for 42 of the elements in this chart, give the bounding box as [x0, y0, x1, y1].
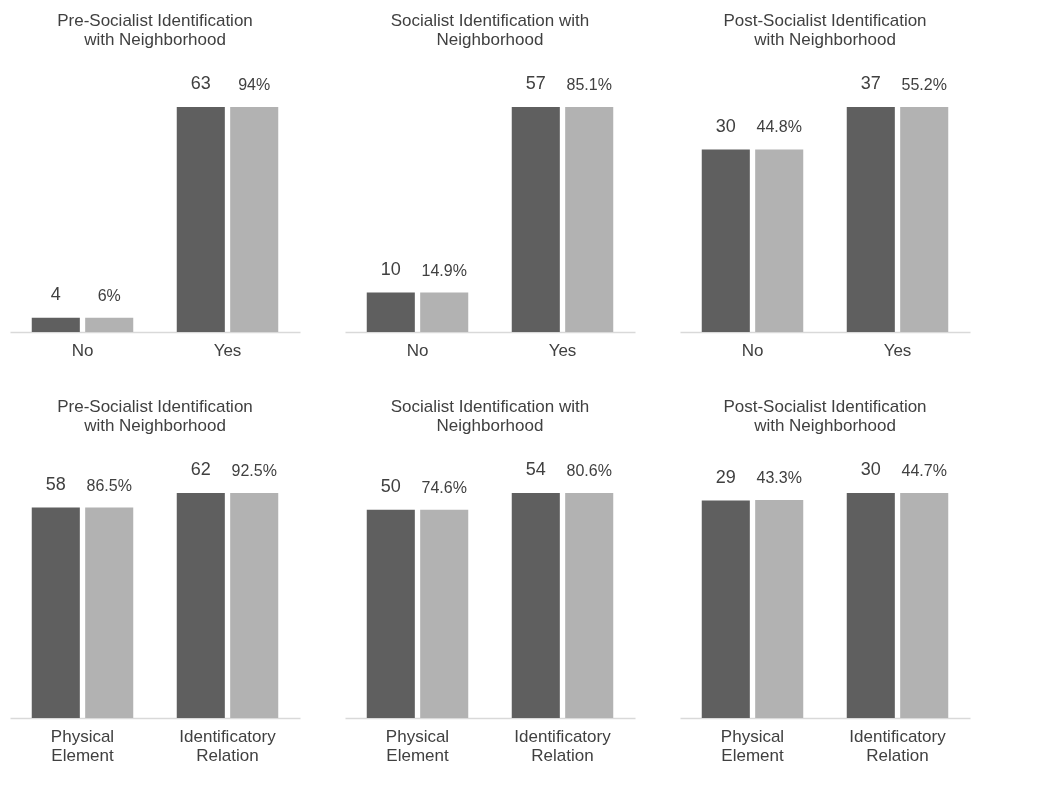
data-label: 57 [525, 73, 546, 93]
data-label: 44.7% [901, 462, 947, 479]
data-label: 37 [860, 73, 881, 93]
data-label: 10 [380, 258, 401, 279]
x-tick-label: Identificatory Relation [849, 726, 947, 765]
chart-title: Post-Socialist Identification with Neighborhood [723, 397, 927, 435]
x-tick-label: Identificatory Relation [514, 726, 612, 765]
data-label: 55.2% [901, 76, 947, 93]
chart-title: Post-Socialist Identification with Neighborhood [723, 11, 927, 49]
data-label: 62 [190, 459, 211, 479]
chart-title: Socialist Identification with Neighborhood [390, 397, 590, 435]
data-label: 29 [715, 466, 736, 487]
data-label: 43.3% [756, 469, 802, 487]
data-label: 50 [380, 475, 401, 496]
data-label: 74.6% [421, 478, 467, 496]
data-label: 63 [190, 73, 211, 93]
x-tick-label: Physical Element [50, 726, 115, 765]
data-label: 14.9% [421, 261, 467, 279]
chart-title: Socialist Identification with Neighborhood [390, 11, 590, 49]
x-tick-label: Physical Element [720, 726, 785, 765]
x-tick-label: No [406, 340, 429, 360]
data-label: 86.5% [86, 476, 132, 494]
data-label: 54 [525, 459, 546, 479]
data-label: 94% [238, 76, 271, 93]
x-tick-label: Yes [213, 340, 242, 360]
chart-title: Pre-Socialist Identification with Neighborhood [57, 11, 253, 49]
x-tick-label: No [741, 340, 764, 360]
data-label: 30 [860, 459, 881, 479]
data-label: 85.1% [566, 76, 612, 93]
chart-title: Pre-Socialist Identification with Neighborhood [57, 397, 253, 435]
x-tick-label: Physical Element [385, 726, 450, 765]
x-tick-label: Identificatory Relation [179, 726, 277, 765]
data-label: 58 [45, 473, 66, 494]
data-label: 4 [50, 283, 61, 304]
data-label: 44.8% [756, 118, 802, 136]
x-tick-label: Yes [883, 340, 912, 360]
data-label: 92.5% [231, 462, 277, 479]
x-tick-label: No [71, 340, 94, 360]
data-label: 30 [715, 115, 736, 136]
data-label: 80.6% [566, 462, 612, 479]
x-tick-label: Yes [548, 340, 577, 360]
data-label: 6% [97, 286, 121, 304]
